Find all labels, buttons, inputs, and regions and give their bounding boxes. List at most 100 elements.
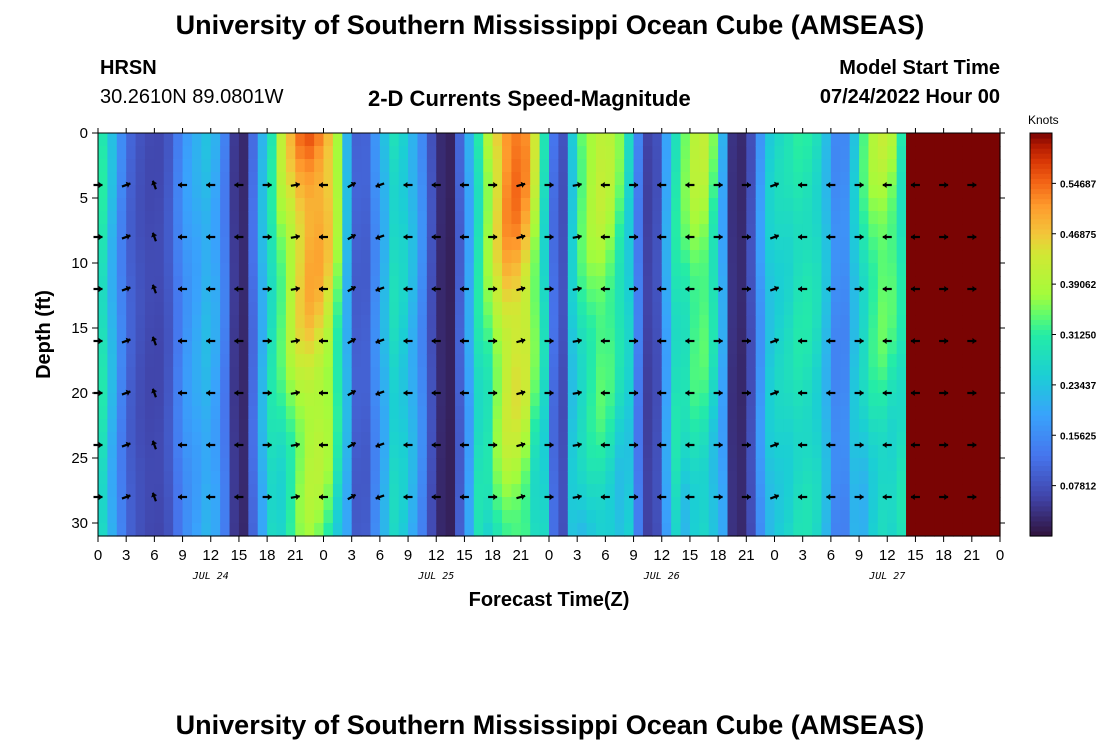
- heat-cell: [492, 471, 503, 485]
- colorbar-segment: [1030, 465, 1052, 472]
- heat-cell: [248, 432, 259, 446]
- heat-cell: [990, 328, 1001, 342]
- heat-cell: [98, 224, 108, 238]
- heat-cell: [896, 185, 907, 199]
- heat-cell: [642, 211, 653, 225]
- heat-cell: [953, 367, 964, 381]
- heat-cell: [736, 302, 747, 316]
- heat-cell: [812, 406, 823, 420]
- heat-cell: [248, 393, 259, 407]
- heat-cell: [990, 289, 1001, 303]
- current-vector: [262, 233, 272, 241]
- colorbar-segment: [1030, 410, 1052, 416]
- heat-cell: [464, 198, 475, 212]
- heat-cell: [755, 250, 766, 264]
- heat-cell: [671, 172, 682, 186]
- heat-cell: [746, 419, 757, 433]
- heat-cell: [718, 380, 729, 394]
- heat-cell: [135, 133, 146, 147]
- current-vector: [882, 233, 892, 241]
- heat-cell: [793, 224, 804, 238]
- heat-cell: [699, 406, 710, 420]
- heat-cell: [765, 458, 776, 472]
- heat-cell: [558, 198, 569, 212]
- current-vector: [121, 285, 131, 292]
- heat-cell: [821, 328, 832, 342]
- heat-cell: [840, 523, 851, 537]
- heat-cell: [483, 445, 494, 459]
- heat-cell: [370, 328, 381, 342]
- y-tick-label: 20: [71, 385, 88, 402]
- x-tick-label: 3: [799, 547, 807, 564]
- heat-cell: [126, 419, 137, 433]
- current-vector: [403, 389, 413, 397]
- heat-cell: [408, 497, 419, 511]
- heat-cell: [953, 406, 964, 420]
- heat-cell: [436, 354, 447, 368]
- heat-cell: [990, 146, 1001, 160]
- heat-cell: [389, 367, 400, 381]
- heat-cell: [736, 458, 747, 472]
- current-vector: [375, 390, 385, 397]
- heat-cell: [981, 146, 992, 160]
- heat-cell: [962, 146, 973, 160]
- heat-cell: [182, 328, 193, 342]
- heat-cell: [417, 250, 428, 264]
- heat-cell: [173, 146, 184, 160]
- heat-cell: [530, 302, 541, 316]
- colorbar-segment: [1030, 435, 1052, 441]
- heat-cell: [304, 367, 315, 381]
- heat-cell: [445, 289, 456, 303]
- heat-cell: [924, 185, 935, 199]
- heat-cell: [295, 328, 306, 342]
- current-vector: [151, 440, 158, 450]
- heat-cell: [680, 393, 691, 407]
- x-tick-label: 15: [682, 547, 699, 564]
- heat-cell: [502, 133, 513, 147]
- heat-cell: [906, 341, 917, 355]
- heat-cell: [642, 406, 653, 420]
- heat-cell: [849, 380, 860, 394]
- heat-cell: [173, 237, 184, 251]
- heat-cell: [361, 458, 372, 472]
- heat-cell: [126, 276, 137, 290]
- heat-cell: [295, 198, 306, 212]
- heat-cell: [323, 211, 334, 225]
- heat-cell: [304, 445, 315, 459]
- y-tick-label: 5: [80, 190, 88, 207]
- heat-cell: [520, 484, 531, 498]
- heat-cell: [765, 133, 776, 147]
- heat-cell: [389, 159, 400, 173]
- heat-cell: [417, 471, 428, 485]
- heat-cell: [389, 198, 400, 212]
- current-vector: [572, 285, 582, 293]
- heat-cell: [906, 211, 917, 225]
- day-label: JUL 25: [417, 571, 454, 582]
- heat-cell: [924, 263, 935, 277]
- heat-cell: [304, 484, 315, 498]
- heat-cell: [906, 146, 917, 160]
- heat-cell: [915, 432, 926, 446]
- heat-cell: [671, 185, 682, 199]
- heat-cell: [915, 237, 926, 251]
- heat-cell: [680, 237, 691, 251]
- heat-cell: [116, 380, 127, 394]
- heat-cell: [821, 237, 832, 251]
- heat-cell: [182, 198, 193, 212]
- heat-cell: [201, 380, 212, 394]
- heat-cell: [238, 302, 249, 316]
- heat-cell: [962, 133, 973, 147]
- heat-cell: [586, 419, 597, 433]
- heat-cell: [605, 419, 616, 433]
- heat-cell: [586, 250, 597, 264]
- heat-cell: [361, 445, 372, 459]
- heat-cell: [98, 445, 108, 459]
- heat-cell: [549, 419, 559, 433]
- heat-cell: [220, 341, 231, 355]
- current-vector: [403, 285, 413, 293]
- heat-cell: [661, 380, 672, 394]
- heat-cell: [154, 250, 165, 264]
- heat-cell: [793, 445, 804, 459]
- heat-cell: [849, 523, 860, 537]
- heat-cell: [276, 380, 287, 394]
